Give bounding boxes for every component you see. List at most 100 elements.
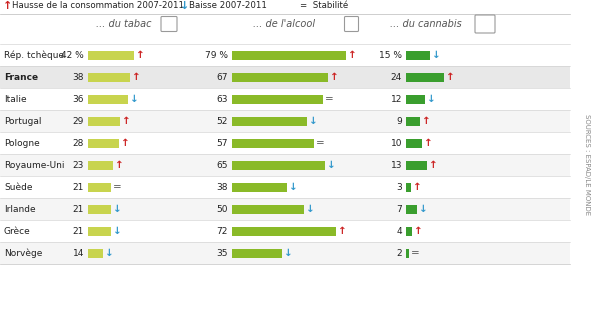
- Bar: [232, 117, 307, 126]
- Bar: [0, 198, 570, 220]
- Text: ↑: ↑: [330, 72, 339, 82]
- Bar: [406, 139, 422, 148]
- Text: Hausse de la consommation 2007-2011: Hausse de la consommation 2007-2011: [12, 2, 184, 11]
- Text: 50: 50: [217, 205, 228, 214]
- Text: ↑: ↑: [115, 160, 124, 170]
- Text: 29: 29: [73, 117, 84, 126]
- Bar: [0, 176, 570, 198]
- Text: 65: 65: [217, 161, 228, 170]
- Text: Royaume-Uni: Royaume-Uni: [4, 161, 64, 170]
- Text: ↑: ↑: [121, 138, 130, 148]
- Text: Norvège: Norvège: [4, 248, 42, 258]
- Bar: [232, 51, 346, 60]
- Text: 21: 21: [73, 227, 84, 236]
- Bar: [406, 227, 412, 236]
- Text: ... de l'alcool: ... de l'alcool: [253, 19, 315, 29]
- Text: 4: 4: [396, 227, 402, 236]
- Text: =: =: [113, 182, 122, 192]
- Bar: [406, 117, 421, 126]
- FancyBboxPatch shape: [475, 15, 495, 33]
- Bar: [0, 110, 570, 132]
- Bar: [406, 161, 427, 170]
- Bar: [406, 73, 444, 82]
- Text: ↓: ↓: [306, 204, 315, 214]
- Text: Rép. tchèque: Rép. tchèque: [4, 50, 64, 60]
- Text: 63: 63: [217, 95, 228, 104]
- Text: ... du tabac: ... du tabac: [96, 19, 152, 29]
- Text: Portugal: Portugal: [4, 117, 42, 126]
- Text: Grèce: Grèce: [4, 227, 31, 236]
- Text: 79 %: 79 %: [205, 51, 228, 60]
- Text: France: France: [4, 73, 38, 82]
- Text: SOURCES : ESPAD/LE MONDE: SOURCES : ESPAD/LE MONDE: [584, 114, 590, 215]
- Bar: [406, 95, 425, 104]
- Bar: [88, 249, 104, 258]
- Text: ↓: ↓: [113, 226, 122, 236]
- Text: ↑: ↑: [414, 226, 423, 236]
- Text: 23: 23: [73, 161, 84, 170]
- Bar: [232, 95, 322, 104]
- Text: ↓: ↓: [130, 94, 139, 104]
- Text: =: =: [324, 94, 333, 104]
- Bar: [88, 205, 111, 214]
- Text: ↑: ↑: [337, 226, 346, 236]
- Text: 2: 2: [396, 249, 402, 258]
- Text: 36: 36: [73, 95, 84, 104]
- Bar: [232, 73, 328, 82]
- Text: 7: 7: [396, 205, 402, 214]
- Text: ↑: ↑: [132, 72, 140, 82]
- Text: 21: 21: [73, 183, 84, 192]
- Text: ... du cannabis: ... du cannabis: [390, 19, 462, 29]
- Bar: [0, 220, 570, 242]
- Text: 28: 28: [73, 139, 84, 148]
- Text: ↓: ↓: [284, 248, 293, 258]
- Text: ↑: ↑: [347, 50, 356, 60]
- Text: ↑: ↑: [413, 182, 421, 192]
- Text: Italie: Italie: [4, 95, 27, 104]
- Bar: [232, 205, 304, 214]
- Text: =: =: [316, 138, 325, 148]
- Text: 10: 10: [390, 139, 402, 148]
- Text: =  Stabilité: = Stabilité: [300, 2, 348, 11]
- Text: 35: 35: [217, 249, 228, 258]
- Bar: [88, 73, 130, 82]
- Bar: [0, 88, 570, 110]
- Text: ↓: ↓: [180, 1, 189, 11]
- Text: 57: 57: [217, 139, 228, 148]
- Bar: [232, 227, 336, 236]
- FancyBboxPatch shape: [345, 16, 359, 32]
- Text: 38: 38: [73, 73, 84, 82]
- Text: 42 %: 42 %: [61, 51, 84, 60]
- Text: =: =: [411, 248, 420, 258]
- Bar: [406, 51, 430, 60]
- Text: ↑: ↑: [422, 116, 431, 126]
- Bar: [232, 161, 325, 170]
- Text: ↑: ↑: [446, 72, 455, 82]
- Text: ↑: ↑: [136, 50, 145, 60]
- Text: 12: 12: [391, 95, 402, 104]
- Bar: [0, 44, 570, 66]
- Text: ↓: ↓: [113, 204, 122, 214]
- Text: 13: 13: [390, 161, 402, 170]
- Text: ↑: ↑: [424, 138, 433, 148]
- Text: ↑: ↑: [3, 1, 12, 11]
- Text: ↓: ↓: [327, 160, 336, 170]
- Text: Suède: Suède: [4, 183, 33, 192]
- Text: Irlande: Irlande: [4, 205, 36, 214]
- Bar: [0, 242, 570, 264]
- Bar: [0, 66, 570, 88]
- Bar: [88, 161, 113, 170]
- Text: ↓: ↓: [419, 204, 428, 214]
- Text: ↓: ↓: [427, 94, 436, 104]
- Text: 3: 3: [396, 183, 402, 192]
- Text: 21: 21: [73, 205, 84, 214]
- Bar: [88, 139, 119, 148]
- Bar: [406, 249, 409, 258]
- Text: 24: 24: [391, 73, 402, 82]
- Bar: [0, 154, 570, 176]
- Text: 67: 67: [217, 73, 228, 82]
- Text: 9: 9: [396, 117, 402, 126]
- Bar: [88, 183, 111, 192]
- Bar: [406, 183, 411, 192]
- Text: ↑: ↑: [429, 160, 437, 170]
